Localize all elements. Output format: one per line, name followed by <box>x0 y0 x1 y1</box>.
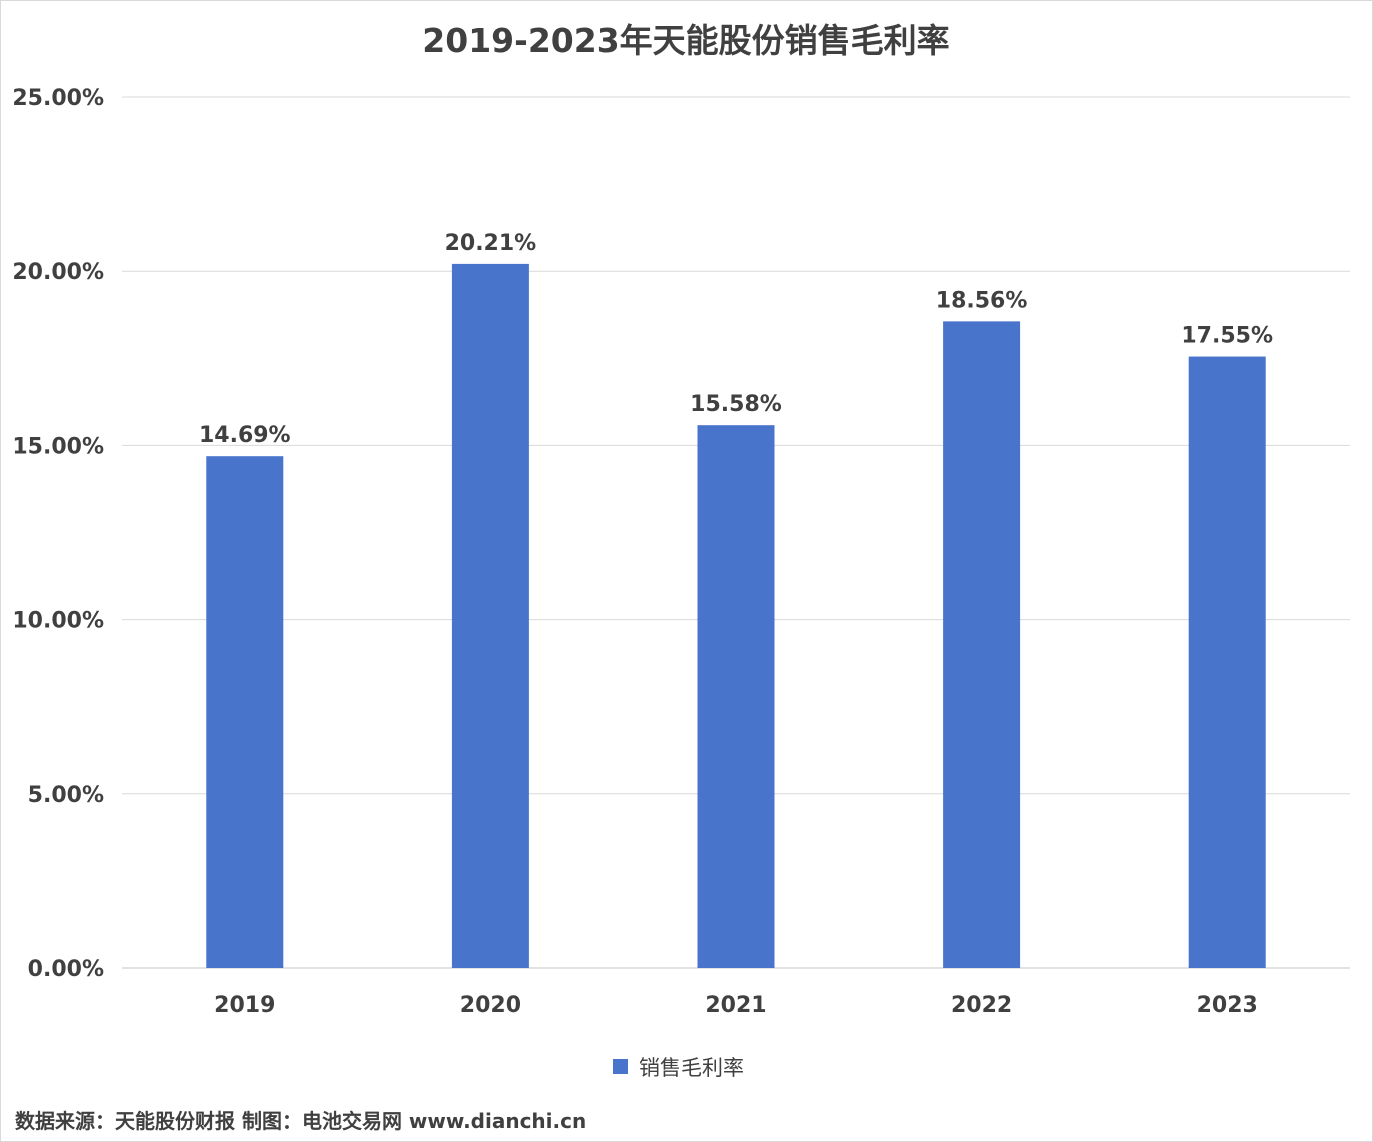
gridlines <box>122 96 1350 969</box>
data-label: 17.55% <box>1181 324 1273 349</box>
bars <box>206 263 1266 969</box>
y-tick-label: 0.00% <box>28 957 104 982</box>
x-axis-ticks: 2019 2020 2021 2022 2023 <box>214 993 1258 1018</box>
data-label: 20.21% <box>445 231 537 256</box>
x-tick-label: 2020 <box>460 993 521 1018</box>
data-labels: 14.69% 20.21% 15.58% 18.56% 17.55% <box>199 231 1273 448</box>
x-tick-label: 2023 <box>1197 993 1258 1018</box>
bar <box>1188 356 1266 969</box>
bar <box>206 456 284 968</box>
data-label: 18.56% <box>936 288 1028 313</box>
y-axis-ticks: 0.00% 5.00% 10.00% 15.00% 20.00% 25.00% <box>12 86 104 982</box>
x-tick-label: 2019 <box>214 993 275 1018</box>
y-tick-label: 10.00% <box>12 609 104 634</box>
y-tick-label: 20.00% <box>12 260 104 285</box>
bar <box>697 425 775 968</box>
source-note: 数据来源：天能股份财报 制图：电池交易网 www.dianchi.cn <box>15 1109 586 1133</box>
legend: 销售毛利率 <box>613 1056 744 1080</box>
legend-swatch <box>613 1059 628 1074</box>
y-tick-label: 5.00% <box>28 783 104 808</box>
y-tick-label: 25.00% <box>12 86 104 111</box>
x-tick-label: 2022 <box>951 993 1012 1018</box>
legend-label: 销售毛利率 <box>639 1056 744 1080</box>
y-tick-label: 15.00% <box>12 434 104 459</box>
bar <box>451 263 529 968</box>
data-label: 14.69% <box>199 423 291 448</box>
x-tick-label: 2021 <box>705 993 766 1018</box>
chart-title: 2019-2023年天能股份销售毛利率 <box>422 21 949 60</box>
data-label: 15.58% <box>690 392 782 417</box>
bar <box>943 321 1021 968</box>
